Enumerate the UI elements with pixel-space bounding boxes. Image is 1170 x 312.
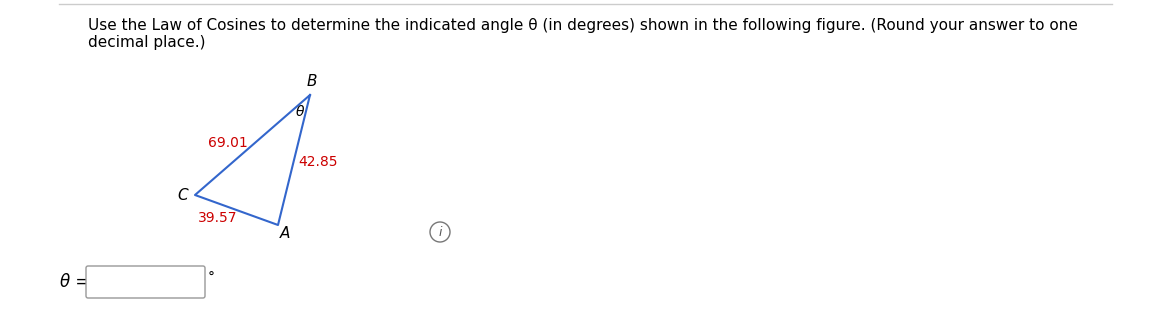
Text: θ =: θ = <box>60 273 89 291</box>
Text: A: A <box>280 226 290 241</box>
Text: 69.01: 69.01 <box>208 136 248 150</box>
Text: 39.57: 39.57 <box>198 211 238 225</box>
Text: θ: θ <box>296 105 304 119</box>
Text: Use the Law of Cosines to determine the indicated angle θ (in degrees) shown in : Use the Law of Cosines to determine the … <box>88 18 1078 51</box>
FancyBboxPatch shape <box>87 266 205 298</box>
Text: i: i <box>439 226 442 238</box>
Text: 42.85: 42.85 <box>298 155 338 169</box>
Text: °: ° <box>208 271 215 285</box>
Text: C: C <box>178 188 188 202</box>
Text: B: B <box>307 75 317 90</box>
